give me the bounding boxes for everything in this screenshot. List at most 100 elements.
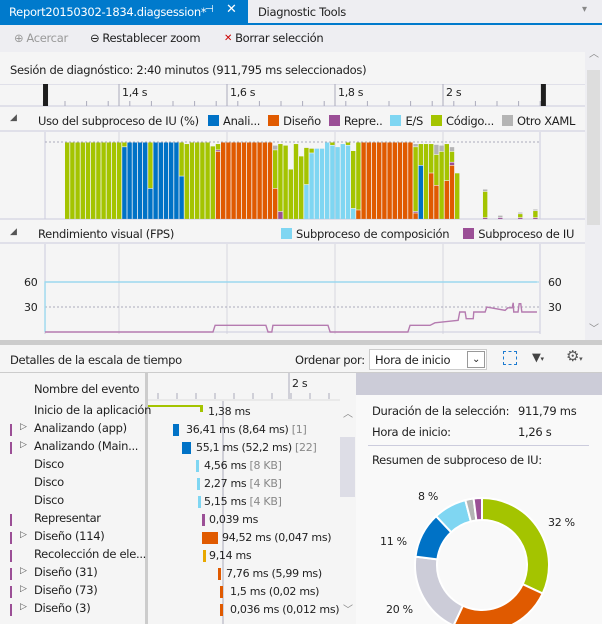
expand-icon[interactable]: ▷ (20, 584, 27, 594)
ui-thread-marker (10, 532, 12, 544)
expand-icon[interactable]: ▷ (20, 440, 27, 450)
clear-selection-button[interactable]: ✕ Borrar selección (224, 31, 324, 45)
sort-dropdown[interactable]: Hora de inicio ⌄ (369, 349, 487, 370)
pin-icon[interactable]: ⊣ (205, 4, 214, 15)
legend-swatch (431, 115, 442, 126)
splitter[interactable] (0, 340, 602, 345)
legend-label: Subproceso de composición (296, 227, 450, 241)
scroll-up-icon[interactable]: ︿ (343, 409, 353, 420)
event-value: 4,56 ms (204, 459, 247, 472)
fit-selection-icon[interactable] (503, 351, 517, 365)
donut-label: 8 % (418, 490, 438, 503)
chevron-down-icon[interactable]: ⌄ (467, 351, 485, 368)
donut-label: 32 % (548, 516, 575, 529)
reset-zoom-button[interactable]: ⊖ Restablecer zoom (90, 31, 201, 45)
bar-segment-g (288, 169, 293, 219)
event-duration: 1,38 ms (208, 405, 251, 418)
bar-segment-p (498, 217, 503, 219)
event-row[interactable]: Disco (0, 493, 145, 511)
event-duration: 5,15 ms [4 KB] (204, 495, 282, 508)
vertical-scrollbar[interactable]: ︿ ﹀ (585, 25, 602, 340)
zoom-in-icon: ⊕ (14, 31, 24, 45)
bar-segment-g (283, 145, 288, 219)
scroll-down-icon[interactable]: ﹀ (589, 324, 599, 335)
selection-handle[interactable] (43, 84, 49, 106)
legend-label: E/S (405, 114, 423, 128)
bar-segment-g (429, 144, 434, 173)
bar-segment-g (518, 214, 523, 218)
expand-icon[interactable]: ▷ (20, 530, 27, 540)
bar-segment-c (319, 148, 325, 219)
event-duration: 2,27 ms [4 KB] (204, 477, 282, 490)
bar-segment-g (444, 144, 449, 181)
divider (368, 445, 589, 446)
event-row[interactable]: ▷ Diseño (73) (0, 583, 145, 601)
event-name: Disco (34, 475, 64, 489)
scroll-thumb[interactable] (340, 437, 355, 497)
bar-segment-o (267, 142, 273, 219)
legend-item: Subproceso de composición (281, 227, 450, 241)
bar-segment-o (408, 142, 413, 219)
event-row[interactable]: Disco (0, 475, 145, 493)
event-name: Disco (34, 457, 64, 471)
collapse-ui-thread-icon[interactable]: ◢ (10, 113, 17, 123)
event-name: Analizando (app) (34, 421, 127, 435)
column-splitter[interactable] (145, 373, 148, 624)
selection-handle[interactable] (540, 84, 546, 106)
bar-segment-b (163, 142, 169, 219)
event-name: Inicio de la aplicación (34, 403, 152, 417)
ui-thread-donut-chart: 32 % 20 % 11 % 8 % (380, 490, 575, 624)
event-bar (196, 460, 199, 472)
bar-segment-c (304, 184, 309, 219)
bar-segment-p (449, 162, 455, 165)
event-duration: 55,1 ms (52,2 ms) [22] (196, 441, 316, 454)
collapse-fps-icon[interactable]: ◢ (10, 227, 17, 237)
bar-segment-c (309, 153, 314, 219)
event-row[interactable]: Inicio de la aplicación (0, 403, 151, 421)
tab-diagsession[interactable]: Report20150302-1834.diagsession* ⊣ ✕ (0, 0, 248, 23)
clear-selection-label: Borrar selección (235, 31, 324, 45)
bar-segment-g (330, 142, 335, 145)
bar-segment-c (345, 145, 351, 219)
ui-thread-legend: Anali... Diseño Repre.. E/S Código... Otro XA… (208, 114, 575, 128)
event-scrollbar[interactable]: ︿ ﹀ (340, 400, 356, 624)
event-extra: [4 KB] (246, 477, 281, 490)
settings-icon[interactable]: ⚙▾ (566, 347, 583, 365)
timeline-charts[interactable]: 1,4 s 1,6 s 1,8 s 2 s 60 60 30 30 (0, 84, 585, 340)
bar-segment-p (518, 217, 523, 219)
close-icon[interactable]: ✕ (226, 2, 237, 17)
scroll-thumb[interactable] (587, 70, 600, 225)
bar-segment-c (340, 144, 345, 219)
ruler-tick-label: 2 s (446, 86, 462, 99)
event-value: 0,039 ms (209, 513, 259, 526)
bar-segment-x (273, 145, 278, 150)
event-row[interactable]: ▷ Diseño (3) (0, 601, 145, 619)
tab-diagnostic-tools[interactable]: Diagnostic Tools (258, 5, 346, 19)
event-row[interactable]: ▷ Diseño (31) (0, 565, 145, 583)
event-row[interactable]: Recolección de ele... (0, 547, 146, 565)
bar-segment-g (148, 142, 153, 189)
event-row[interactable]: ▷ Analizando (app) (0, 421, 145, 439)
zoom-in-button[interactable]: ⊕ Acercar (14, 31, 68, 45)
filter-icon[interactable]: ▼▾ (532, 350, 544, 364)
event-row[interactable]: ▷ Analizando (Main... (0, 439, 145, 457)
bar-segment-x (518, 212, 523, 214)
event-row[interactable]: ▷ Diseño (114) (0, 529, 145, 547)
event-row[interactable]: Disco (0, 457, 145, 475)
scroll-up-icon[interactable]: ︿ (589, 49, 599, 60)
event-bar (148, 405, 202, 407)
bar-segment-o (356, 210, 361, 219)
expand-icon[interactable]: ▷ (20, 602, 27, 612)
event-duration: 36,41 ms (8,64 ms) [1] (186, 423, 306, 436)
donut-label: 20 % (386, 603, 413, 616)
scroll-down-icon[interactable]: ﹀ (343, 605, 353, 616)
event-row[interactable]: Representar (0, 511, 145, 529)
tab-dropdown-icon[interactable]: ▾ (582, 4, 587, 15)
bar-segment-g (273, 150, 278, 189)
expand-icon[interactable]: ▷ (20, 422, 27, 432)
fps-axis-label: 30 (24, 301, 38, 314)
event-timeline: 2 s 1,38 ms 36,41 ms (8,64 ms) [1] 55,1 ms … (148, 373, 340, 624)
expand-icon[interactable]: ▷ (20, 566, 27, 576)
bar-segment-c (325, 142, 330, 219)
legend-swatch (281, 228, 292, 239)
